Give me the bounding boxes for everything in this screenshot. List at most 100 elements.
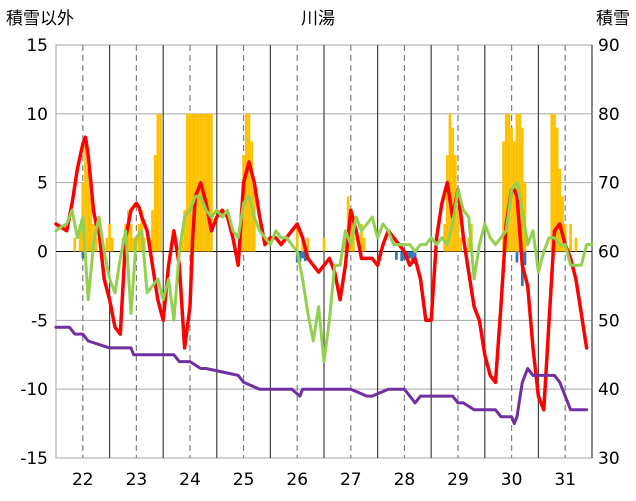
precip_positive-bar bbox=[362, 237, 366, 252]
y-left-tick-label: 15 bbox=[26, 36, 48, 56]
precip_negative-bar bbox=[523, 251, 527, 266]
precip_positive-bar bbox=[207, 113, 211, 252]
y-right-tick-label: 50 bbox=[598, 311, 620, 331]
x-tick-label: 22 bbox=[72, 470, 94, 490]
x-tick-label: 30 bbox=[501, 470, 523, 490]
precip_positive-bar bbox=[448, 113, 452, 252]
y-right-tick-label: 90 bbox=[598, 36, 620, 56]
x-tick-label: 25 bbox=[233, 470, 255, 490]
y-left-tick-label: 10 bbox=[26, 105, 48, 125]
y-left-tick-label: 0 bbox=[37, 243, 48, 263]
precip_positive-bar bbox=[504, 113, 508, 252]
precip_positive-bar bbox=[196, 113, 200, 252]
precip_positive-bar bbox=[451, 127, 454, 252]
x-tick-label: 31 bbox=[554, 470, 576, 490]
precip_positive-bar bbox=[156, 113, 160, 252]
precip_positive-bar bbox=[129, 223, 133, 252]
precip_positive-bar bbox=[459, 237, 463, 252]
precip_positive-bar bbox=[202, 113, 205, 252]
precip_positive-bar bbox=[507, 113, 511, 252]
precip_positive-bar bbox=[301, 237, 304, 252]
precip_positive-bar bbox=[84, 141, 87, 252]
precip_negative-bar bbox=[411, 251, 414, 262]
precip_positive-bar bbox=[86, 168, 90, 252]
precip_positive-bar bbox=[153, 155, 157, 252]
precip_positive-bar bbox=[561, 196, 564, 252]
precip_positive-bar bbox=[247, 113, 251, 252]
precip_positive-bar bbox=[210, 113, 213, 252]
x-tick-label: 26 bbox=[286, 470, 308, 490]
precip_positive-bar bbox=[188, 113, 192, 252]
chart-title: 川湯 bbox=[301, 9, 335, 29]
precip_positive-bar bbox=[185, 113, 189, 252]
precip_positive-bar bbox=[191, 113, 195, 252]
y-left-tick-label: -15 bbox=[20, 449, 48, 469]
precip_positive-bar bbox=[553, 113, 556, 252]
wind-line bbox=[54, 181, 594, 364]
y-right-tick-label: 40 bbox=[598, 380, 620, 400]
precip_positive-bar bbox=[78, 223, 82, 252]
y-left-axis-title: 積雪以外 bbox=[6, 9, 74, 29]
precip_negative-bar bbox=[395, 251, 398, 260]
precip_negative-bar bbox=[298, 251, 302, 263]
snow_depth-line bbox=[54, 325, 589, 426]
precip_positive-bar bbox=[204, 113, 208, 252]
precip_positive-bar bbox=[520, 127, 524, 252]
precip_positive-bar bbox=[344, 237, 347, 252]
temperature-line bbox=[54, 135, 589, 412]
y-right-tick-label: 80 bbox=[598, 105, 620, 125]
precip_positive-bar bbox=[73, 237, 77, 252]
precip_positive-bar bbox=[360, 223, 363, 252]
x-tick-label: 23 bbox=[126, 470, 148, 490]
y-right-axis-title: 積雪 bbox=[596, 9, 630, 29]
precip_positive-bar bbox=[322, 237, 326, 252]
precip_positive-bar bbox=[443, 223, 446, 252]
precip_positive-bar bbox=[445, 155, 449, 252]
precip_positive-bar bbox=[137, 223, 141, 252]
series-lines bbox=[54, 135, 594, 426]
precip_positive-bar bbox=[523, 182, 527, 252]
precip_positive-bar bbox=[555, 127, 559, 252]
precip_negative-bar bbox=[303, 251, 307, 262]
precip_positive-bar bbox=[569, 223, 572, 252]
precip_positive-bar bbox=[250, 141, 253, 252]
y-left-tick-label: -5 bbox=[31, 311, 48, 331]
precip_positive-bar bbox=[306, 237, 310, 252]
precip_positive-bar bbox=[183, 210, 186, 252]
precip_positive-bar bbox=[295, 223, 299, 252]
precip_negative-bar bbox=[408, 251, 412, 259]
precip_positive-bar bbox=[94, 237, 98, 252]
precip_positive-bar bbox=[110, 237, 114, 252]
precip_positive-bar bbox=[456, 210, 460, 252]
precip_positive-bar bbox=[512, 141, 516, 252]
precip_positive-bar bbox=[89, 196, 93, 252]
precip_positive-bar bbox=[518, 113, 521, 252]
precip-bars bbox=[73, 113, 578, 286]
precip_positive-bar bbox=[550, 113, 554, 252]
precip_positive-bar bbox=[108, 223, 111, 252]
precip_negative-bar bbox=[515, 251, 519, 263]
y-right-tick-label: 70 bbox=[598, 174, 620, 194]
x-tick-label: 24 bbox=[179, 470, 201, 490]
precip_positive-bar bbox=[180, 237, 184, 252]
precip_positive-bar bbox=[159, 113, 162, 252]
precip_positive-bar bbox=[151, 210, 154, 252]
precip_negative-bar bbox=[301, 251, 304, 259]
x-tick-label: 29 bbox=[447, 470, 469, 490]
y-left-tick-label: 5 bbox=[37, 174, 48, 194]
y-right-tick-label: 60 bbox=[598, 243, 620, 263]
precip_positive-bar bbox=[194, 113, 197, 252]
x-tick-label: 28 bbox=[394, 470, 416, 490]
precip_positive-bar bbox=[105, 237, 109, 252]
precip_positive-bar bbox=[502, 141, 505, 252]
precip_positive-bar bbox=[349, 210, 353, 252]
y-left-tick-label: -10 bbox=[20, 380, 48, 400]
x-tick-label: 27 bbox=[340, 470, 362, 490]
precip_positive-bar bbox=[132, 237, 136, 252]
precip_positive-bar bbox=[467, 237, 471, 252]
precip_negative-bar bbox=[400, 251, 404, 262]
precip_positive-bar bbox=[558, 168, 562, 252]
precip_negative-bar bbox=[81, 251, 85, 259]
